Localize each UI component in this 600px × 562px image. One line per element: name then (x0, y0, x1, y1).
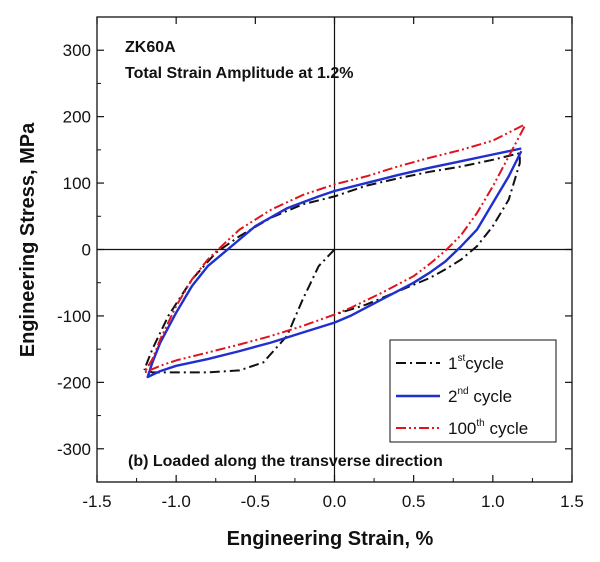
y-axis-title: Engineering Stress, MPa (17, 122, 39, 357)
annotation-material: ZK60A (125, 39, 176, 56)
annotation-condition: Total Strain Amplitude at 1.2% (125, 65, 353, 82)
y-tick-label: 0 (82, 241, 91, 260)
y-tick-label: 300 (63, 41, 91, 60)
x-tick-label: -0.5 (241, 492, 270, 511)
legend-label-2nd-cycle: 2nd cycle (448, 386, 512, 406)
y-tick-label: 100 (63, 174, 91, 193)
legend: 1stcycle 2nd cycle 100th cycle (389, 339, 557, 443)
legend-label-1st-cycle: 1stcycle (448, 353, 504, 373)
x-tick-label: -1.0 (162, 492, 191, 511)
axis-layer: -1.5 -1.0 -0.5 0.0 0.5 1.0 1.5 300 200 100 0 -100 -2… (57, 16, 584, 511)
x-tick-label: -1.5 (82, 492, 111, 511)
x-tick-label: 1.5 (560, 492, 584, 511)
y-tick-label: 200 (63, 108, 91, 127)
series-2nd-cycle (146, 147, 523, 379)
annotation-panel: (b) Loaded along the transverse directio… (128, 453, 443, 470)
x-tick-label: 0.5 (402, 492, 426, 511)
x-axis-title: Engineering Strain, % (227, 528, 434, 550)
series-100th-cycle (143, 123, 526, 374)
y-tick-label: -300 (57, 440, 91, 459)
legend-box (389, 339, 557, 443)
x-tick-label: 0.0 (323, 492, 347, 511)
y-tick-label: -200 (57, 373, 91, 392)
y-tick-label: -100 (57, 307, 91, 326)
plot-layer (97, 17, 572, 482)
series-1st-cycle (143, 152, 521, 374)
x-tick-label: 1.0 (481, 492, 505, 511)
legend-label-100th-cycle: 100th cycle (448, 418, 528, 438)
